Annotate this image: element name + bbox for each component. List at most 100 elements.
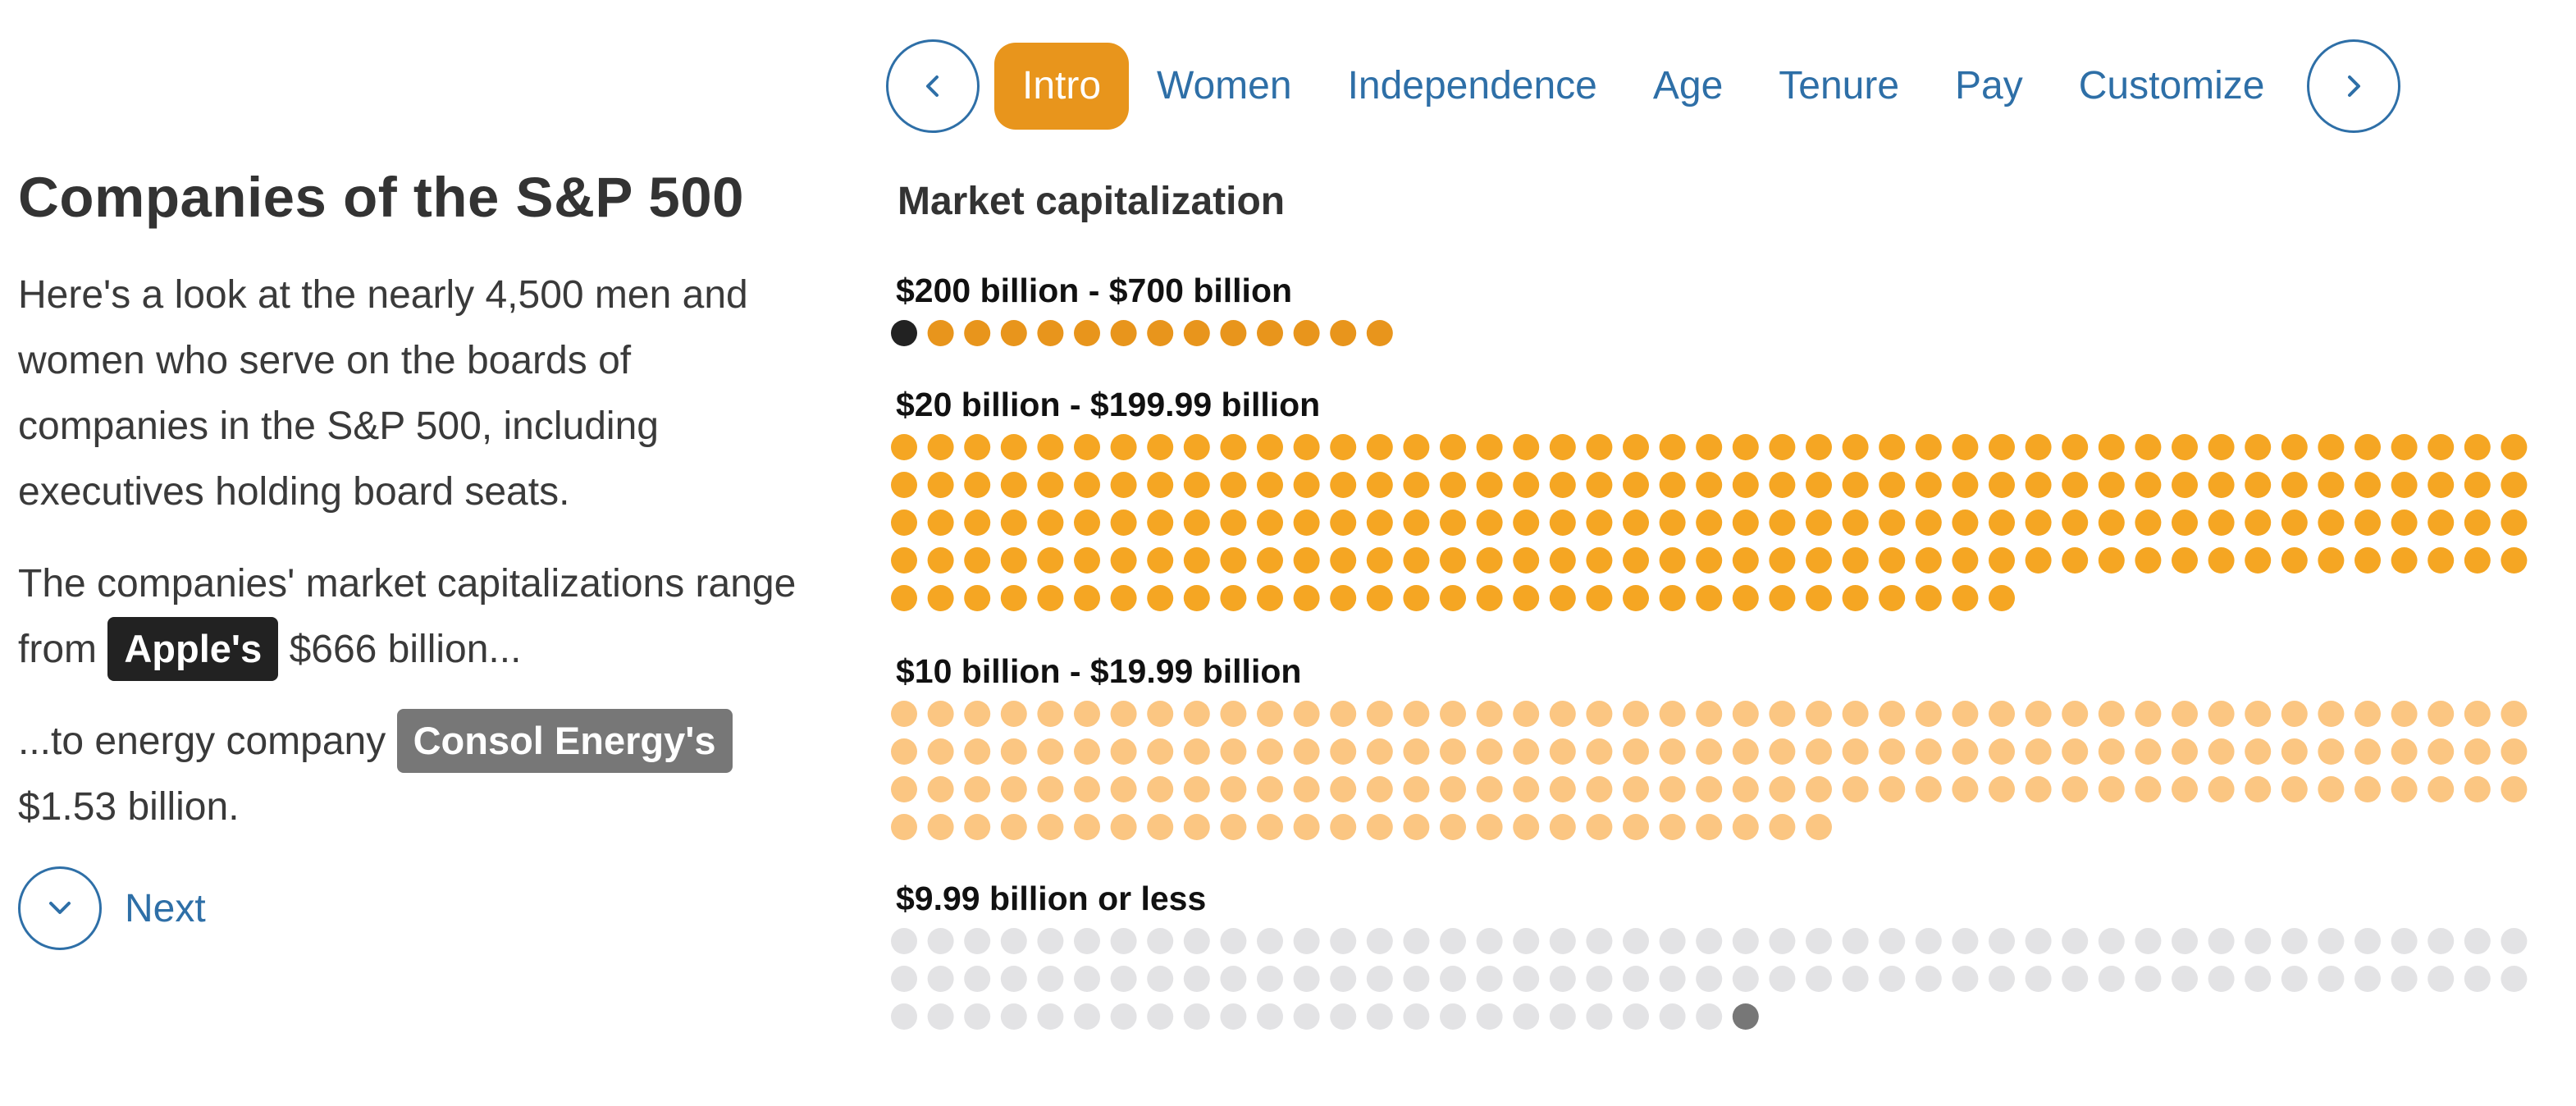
company-dot[interactable]	[1074, 547, 1100, 574]
company-dot[interactable]	[1989, 510, 2015, 536]
company-dot[interactable]	[1513, 814, 1540, 840]
company-dot[interactable]	[1037, 472, 1064, 498]
company-dot[interactable]	[2025, 738, 2052, 765]
company-dot[interactable]	[1330, 814, 1357, 840]
company-dot[interactable]	[1732, 966, 1759, 992]
company-dot[interactable]	[1000, 434, 1027, 460]
company-dot[interactable]	[1623, 701, 1649, 727]
company-dot[interactable]	[1330, 510, 1357, 536]
company-dot[interactable]	[1366, 320, 1393, 346]
company-dot[interactable]	[891, 701, 917, 727]
company-dot[interactable]	[1915, 966, 1942, 992]
company-dot[interactable]	[2135, 701, 2162, 727]
company-dot[interactable]	[2318, 547, 2345, 574]
company-dot[interactable]	[2062, 472, 2089, 498]
company-dot[interactable]	[1659, 1003, 1686, 1030]
company-dot[interactable]	[1183, 1003, 1210, 1030]
company-dot[interactable]	[1330, 547, 1357, 574]
company-dot[interactable]	[2281, 928, 2308, 954]
company-dot[interactable]	[1952, 547, 1979, 574]
company-dot[interactable]	[1842, 510, 1869, 536]
company-dot[interactable]	[1623, 1003, 1649, 1030]
previous-section-button[interactable]	[886, 39, 980, 133]
company-dot[interactable]	[2354, 547, 2381, 574]
company-dot[interactable]	[1330, 928, 1357, 954]
company-dot[interactable]	[1549, 510, 1576, 536]
company-dot[interactable]	[1220, 738, 1247, 765]
company-dot[interactable]	[1037, 320, 1064, 346]
company-dot[interactable]	[1440, 472, 1466, 498]
company-dot[interactable]	[1623, 434, 1649, 460]
company-dot[interactable]	[2391, 547, 2418, 574]
company-dot[interactable]	[2172, 510, 2198, 536]
company-dot[interactable]	[1659, 585, 1686, 611]
company-dot[interactable]	[1293, 966, 1320, 992]
company-dot[interactable]	[1769, 738, 1796, 765]
company-dot[interactable]	[2208, 472, 2235, 498]
company-dot[interactable]	[2464, 738, 2491, 765]
company-dot[interactable]	[1513, 510, 1540, 536]
company-dot[interactable]	[1000, 966, 1027, 992]
company-dot[interactable]	[1732, 701, 1759, 727]
highlight-dot-low[interactable]	[1732, 1003, 1759, 1030]
company-dot[interactable]	[1549, 585, 1576, 611]
company-dot[interactable]	[1769, 547, 1796, 574]
company-dot[interactable]	[1879, 510, 1906, 536]
company-dot[interactable]	[2245, 547, 2272, 574]
company-dot[interactable]	[1586, 434, 1613, 460]
company-dot[interactable]	[2208, 966, 2235, 992]
company-dot[interactable]	[1769, 510, 1796, 536]
company-dot[interactable]	[1403, 738, 1430, 765]
company-dot[interactable]	[1403, 547, 1430, 574]
company-dot[interactable]	[1403, 434, 1430, 460]
next-section-button[interactable]	[2307, 39, 2401, 133]
company-dot[interactable]	[2172, 966, 2198, 992]
company-dot[interactable]	[1220, 585, 1247, 611]
company-dot[interactable]	[2245, 701, 2272, 727]
company-dot[interactable]	[1293, 738, 1320, 765]
company-dot[interactable]	[2428, 472, 2455, 498]
company-dot[interactable]	[1549, 701, 1576, 727]
company-dot[interactable]	[1037, 547, 1064, 574]
company-dot[interactable]	[1549, 472, 1576, 498]
company-dot[interactable]	[2172, 928, 2198, 954]
company-dot[interactable]	[2208, 434, 2235, 460]
company-dot[interactable]	[2501, 928, 2528, 954]
company-dot[interactable]	[927, 320, 954, 346]
company-dot[interactable]	[1879, 585, 1906, 611]
company-dot[interactable]	[1183, 701, 1210, 727]
company-dot[interactable]	[1769, 434, 1796, 460]
company-dot[interactable]	[1257, 434, 1283, 460]
company-dot[interactable]	[2135, 928, 2162, 954]
company-dot[interactable]	[1403, 776, 1430, 802]
company-dot[interactable]	[2135, 510, 2162, 536]
company-dot[interactable]	[1659, 966, 1686, 992]
company-dot[interactable]	[2025, 547, 2052, 574]
company-dot[interactable]	[1806, 434, 1832, 460]
company-dot[interactable]	[1366, 547, 1393, 574]
company-dot[interactable]	[2464, 472, 2491, 498]
company-dot[interactable]	[2098, 510, 2125, 536]
company-dot[interactable]	[2501, 966, 2528, 992]
company-dot[interactable]	[1366, 738, 1393, 765]
company-dot[interactable]	[1257, 472, 1283, 498]
company-dot[interactable]	[1110, 738, 1137, 765]
company-dot[interactable]	[964, 1003, 991, 1030]
company-dot[interactable]	[1476, 814, 1503, 840]
company-dot[interactable]	[1220, 928, 1247, 954]
company-dot[interactable]	[2501, 738, 2528, 765]
company-dot[interactable]	[1989, 585, 2015, 611]
company-dot[interactable]	[2464, 928, 2491, 954]
company-dot[interactable]	[1659, 510, 1686, 536]
company-dot[interactable]	[1586, 1003, 1613, 1030]
company-dot[interactable]	[1989, 701, 2015, 727]
company-dot[interactable]	[1074, 966, 1100, 992]
company-dot[interactable]	[964, 814, 991, 840]
company-dot[interactable]	[2245, 738, 2272, 765]
company-dot[interactable]	[1623, 928, 1649, 954]
company-dot[interactable]	[1220, 1003, 1247, 1030]
company-dot[interactable]	[1659, 547, 1686, 574]
company-dot[interactable]	[1366, 928, 1393, 954]
company-dot[interactable]	[1476, 585, 1503, 611]
company-dot[interactable]	[1806, 738, 1832, 765]
